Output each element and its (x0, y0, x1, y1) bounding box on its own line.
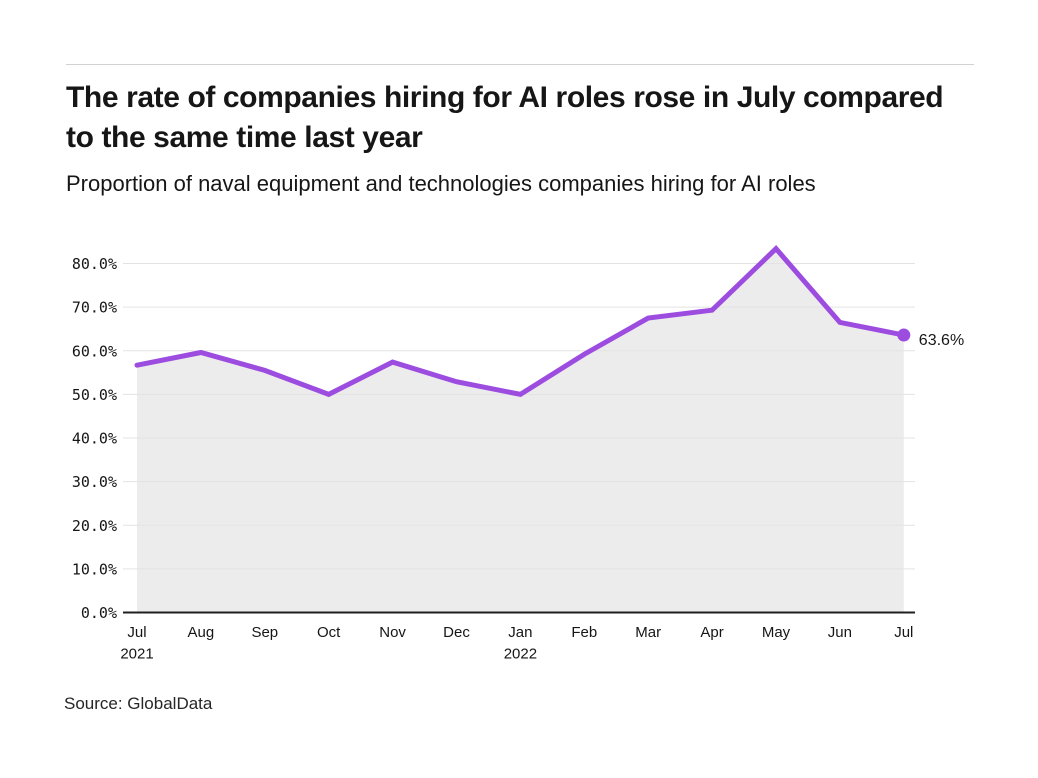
chart-svg: 0.0% 10.0% 20.0% 30.0% 40.0% 50.0% 60.0% 70.0% 8… (72, 245, 964, 663)
x-tick-label: Mar (635, 624, 661, 641)
x-tick-label: Aug (188, 624, 215, 641)
x-tick-label: Jun (828, 624, 852, 641)
page-title: The rate of companies hiring for AI role… (66, 81, 944, 154)
x-tick-year-label: 2022 (504, 646, 537, 663)
area-fill (137, 248, 904, 613)
y-tick-label: 60.0% (72, 342, 117, 360)
x-tick-label: May (762, 624, 791, 641)
y-tick-label: 30.0% (72, 473, 117, 491)
x-tick-label: Jul (894, 624, 913, 641)
end-dot (897, 328, 911, 342)
y-tick-label: 80.0% (72, 255, 117, 273)
y-tick-label: 20.0% (72, 517, 117, 535)
line-chart: 0.0% 10.0% 20.0% 30.0% 40.0% 50.0% 60.0% 70.0% 8… (0, 240, 1038, 670)
y-tick-label: 50.0% (72, 386, 117, 404)
y-tick-label: 70.0% (72, 299, 117, 317)
x-tick-label: Oct (317, 624, 341, 641)
x-tick-label: Dec (443, 624, 470, 641)
source-note: Source: GlobalData (64, 694, 213, 713)
page-subtitle: Proportion of naval equipment and techno… (66, 171, 816, 196)
x-tick-label: Jan (508, 624, 532, 641)
x-tick-label: Apr (700, 624, 723, 641)
x-tick-label: Feb (571, 624, 597, 641)
y-tick-label: 0.0% (81, 604, 117, 622)
y-tick-label: 10.0% (72, 560, 117, 578)
x-tick-year-label: 2021 (120, 646, 153, 663)
x-tick-label: Sep (251, 624, 278, 641)
y-tick-label: 40.0% (72, 430, 117, 448)
series-line (134, 245, 907, 398)
x-tick-label: Nov (379, 624, 406, 641)
end-value-label: 63.6% (919, 332, 964, 349)
divider (66, 64, 974, 65)
x-tick-label: Jul (127, 624, 146, 641)
